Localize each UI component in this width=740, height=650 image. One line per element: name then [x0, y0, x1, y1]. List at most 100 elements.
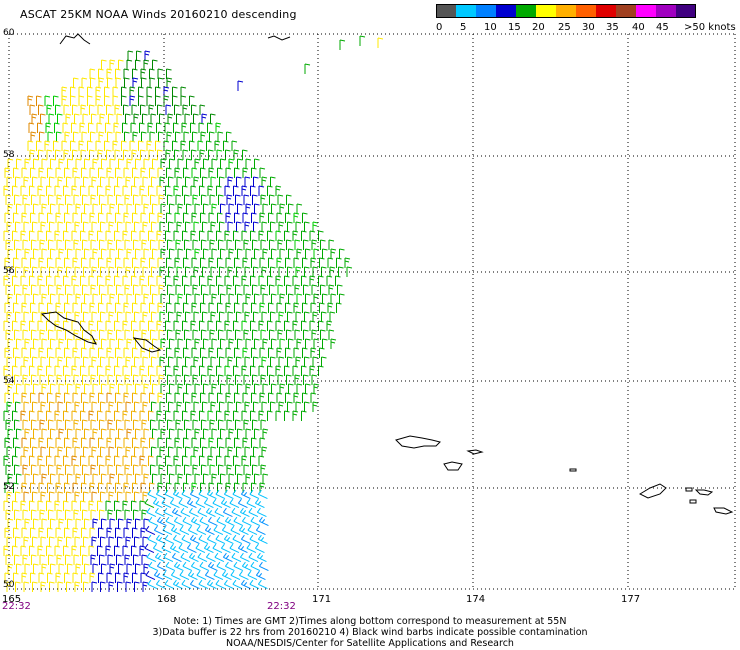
- wind-barb: [95, 86, 102, 97]
- wind-barb-flag: [181, 125, 187, 128]
- wind-barb-flag: [320, 284, 326, 287]
- wind-barb: [243, 239, 250, 250]
- wind-barb-flag: [254, 338, 260, 341]
- wind-barb: [193, 176, 200, 187]
- wind-barb-flag: [54, 275, 61, 278]
- wind-barb: [50, 158, 56, 169]
- wind-barb: [135, 383, 141, 394]
- wind-barb: [97, 230, 103, 241]
- wind-barb-flag: [3, 275, 10, 278]
- wind-barb: [311, 329, 318, 340]
- wind-barb-flag: [176, 113, 182, 116]
- wind-barb-flag: [258, 185, 265, 188]
- wind-barb: [72, 392, 79, 403]
- wind-barb: [80, 185, 86, 196]
- wind-barb-flag: [13, 437, 19, 440]
- wind-barb-flag: [15, 356, 21, 359]
- wind-barb: [157, 149, 163, 160]
- wind-barb: [303, 284, 309, 295]
- wind-barb: [87, 140, 93, 151]
- wind-barb-flag: [173, 458, 179, 461]
- wind-barb: [70, 86, 76, 97]
- wind-barb-flag: [80, 230, 86, 233]
- wind-barb-flag: [241, 455, 248, 458]
- wind-barb-flag: [304, 266, 310, 269]
- wind-barb-flag: [211, 476, 217, 479]
- wind-barb: [151, 176, 157, 187]
- wind-barb: [182, 320, 188, 331]
- wind-barb: [181, 122, 188, 133]
- wind-barb-flag: [194, 248, 201, 251]
- wind-barb-flag: [174, 440, 180, 443]
- wind-barb: [258, 410, 265, 421]
- wind-barb-flag: [39, 332, 45, 335]
- wind-barb-flag: [108, 446, 115, 449]
- wind-barb-flag: [242, 212, 249, 215]
- wind-barb: [148, 185, 154, 196]
- wind-barb-flag: [244, 446, 251, 449]
- wind-barb-flag: [73, 194, 80, 197]
- wind-barb-flag: [191, 212, 198, 215]
- wind-barb: [24, 248, 31, 259]
- wind-barb-flag: [132, 134, 138, 137]
- wind-barb-flag: [292, 275, 299, 278]
- wind-barb-flag: [98, 77, 105, 80]
- wind-barb-flag: [156, 185, 163, 188]
- wind-barb-flag: [311, 239, 318, 242]
- wind-barb: [84, 248, 90, 259]
- wind-barb: [150, 239, 156, 250]
- wind-barb: [242, 437, 249, 448]
- wind-barb-flag: [14, 464, 20, 467]
- wind-barb-flag: [279, 293, 286, 296]
- wind-barb-flag: [166, 347, 172, 350]
- wind-barb-flag: [88, 410, 95, 413]
- wind-barb: [21, 437, 28, 448]
- wind-barb: [218, 284, 224, 295]
- wind-barb-flag: [219, 401, 225, 404]
- wind-barb-flag: [38, 482, 45, 485]
- wind-barb: [132, 68, 138, 79]
- wind-barb: [107, 419, 114, 430]
- wind-barb-flag: [117, 401, 123, 404]
- wind-barb: [71, 230, 78, 241]
- wind-barb-flag: [98, 347, 104, 350]
- wind-barb-flag: [167, 194, 173, 197]
- wind-barb: [194, 248, 201, 259]
- wind-barb-flag: [159, 179, 165, 182]
- wind-barb-flag: [63, 365, 69, 368]
- wind-barb: [183, 167, 189, 178]
- wind-barb-flag: [328, 284, 335, 287]
- wind-barb: [99, 464, 105, 475]
- wind-barb-flag: [169, 293, 175, 296]
- wind-barb-flag: [3, 458, 9, 461]
- wind-barb-flag: [101, 383, 107, 386]
- wind-barb-flag: [65, 194, 71, 197]
- wind-barb: [194, 383, 201, 394]
- wind-barb-flag: [250, 320, 256, 323]
- wind-barb-flag: [199, 455, 205, 458]
- wind-barb: [157, 68, 164, 79]
- wind-barb: [210, 176, 217, 187]
- wind-barb-flag: [109, 476, 115, 479]
- wind-barb: [151, 401, 157, 412]
- wind-barb: [320, 329, 326, 340]
- wind-barb: [234, 167, 240, 178]
- wind-barb: [224, 275, 231, 286]
- wind-barb-flag: [269, 374, 275, 377]
- wind-barb-flag: [132, 212, 138, 215]
- wind-barb-flag: [80, 320, 86, 323]
- wind-barb: [55, 257, 62, 268]
- wind-barb-flag: [122, 185, 129, 188]
- colorbar-label: 5: [460, 22, 467, 33]
- wind-barb-flag: [33, 428, 39, 431]
- wind-barb: [105, 455, 112, 466]
- wind-barb-flag: [105, 320, 112, 323]
- wind-barb-flag: [65, 284, 71, 287]
- wind-barb-flag: [190, 323, 196, 326]
- wind-barb-flag: [23, 221, 30, 224]
- wind-barb: [207, 275, 214, 286]
- wind-barb-flag: [21, 305, 27, 308]
- wind-barb: [16, 338, 22, 349]
- wind-barb: [28, 122, 35, 133]
- wind-barb: [57, 176, 64, 187]
